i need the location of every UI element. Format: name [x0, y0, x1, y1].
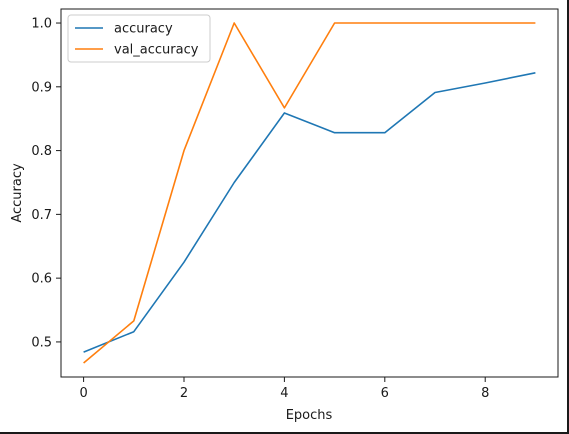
series-line-accuracy: [83, 72, 536, 353]
y-axis: 0.5 0.6 0.7 0.8 0.9 1.0: [31, 17, 61, 350]
series-lines: [83, 22, 536, 364]
x-tick-label: 8: [481, 386, 489, 401]
y-tick-label: 0.8: [31, 144, 52, 159]
x-axis: 0 2 4 6 8: [79, 377, 489, 401]
y-tick-label: 0.7: [31, 208, 52, 223]
y-tick-label: 1.0: [31, 17, 52, 32]
y-tick-label: 0.9: [31, 80, 52, 95]
x-tick-label: 2: [180, 386, 188, 401]
legend: accuracy val_accuracy: [67, 14, 211, 63]
y-tick-label: 0.5: [31, 335, 52, 350]
plot-area: [60, 8, 559, 378]
x-axis-label: Epochs: [286, 408, 333, 423]
x-tick-label: 6: [381, 386, 389, 401]
legend-box: [67, 14, 211, 63]
x-tick-label: 0: [79, 386, 87, 401]
x-tick-label: 4: [280, 386, 288, 401]
legend-label-accuracy: accuracy: [114, 22, 173, 37]
y-tick-label: 0.6: [31, 272, 52, 287]
y-axis-label: Accuracy: [10, 163, 25, 223]
series-line-val-accuracy: [83, 22, 536, 364]
legend-label-val-accuracy: val_accuracy: [114, 43, 199, 58]
